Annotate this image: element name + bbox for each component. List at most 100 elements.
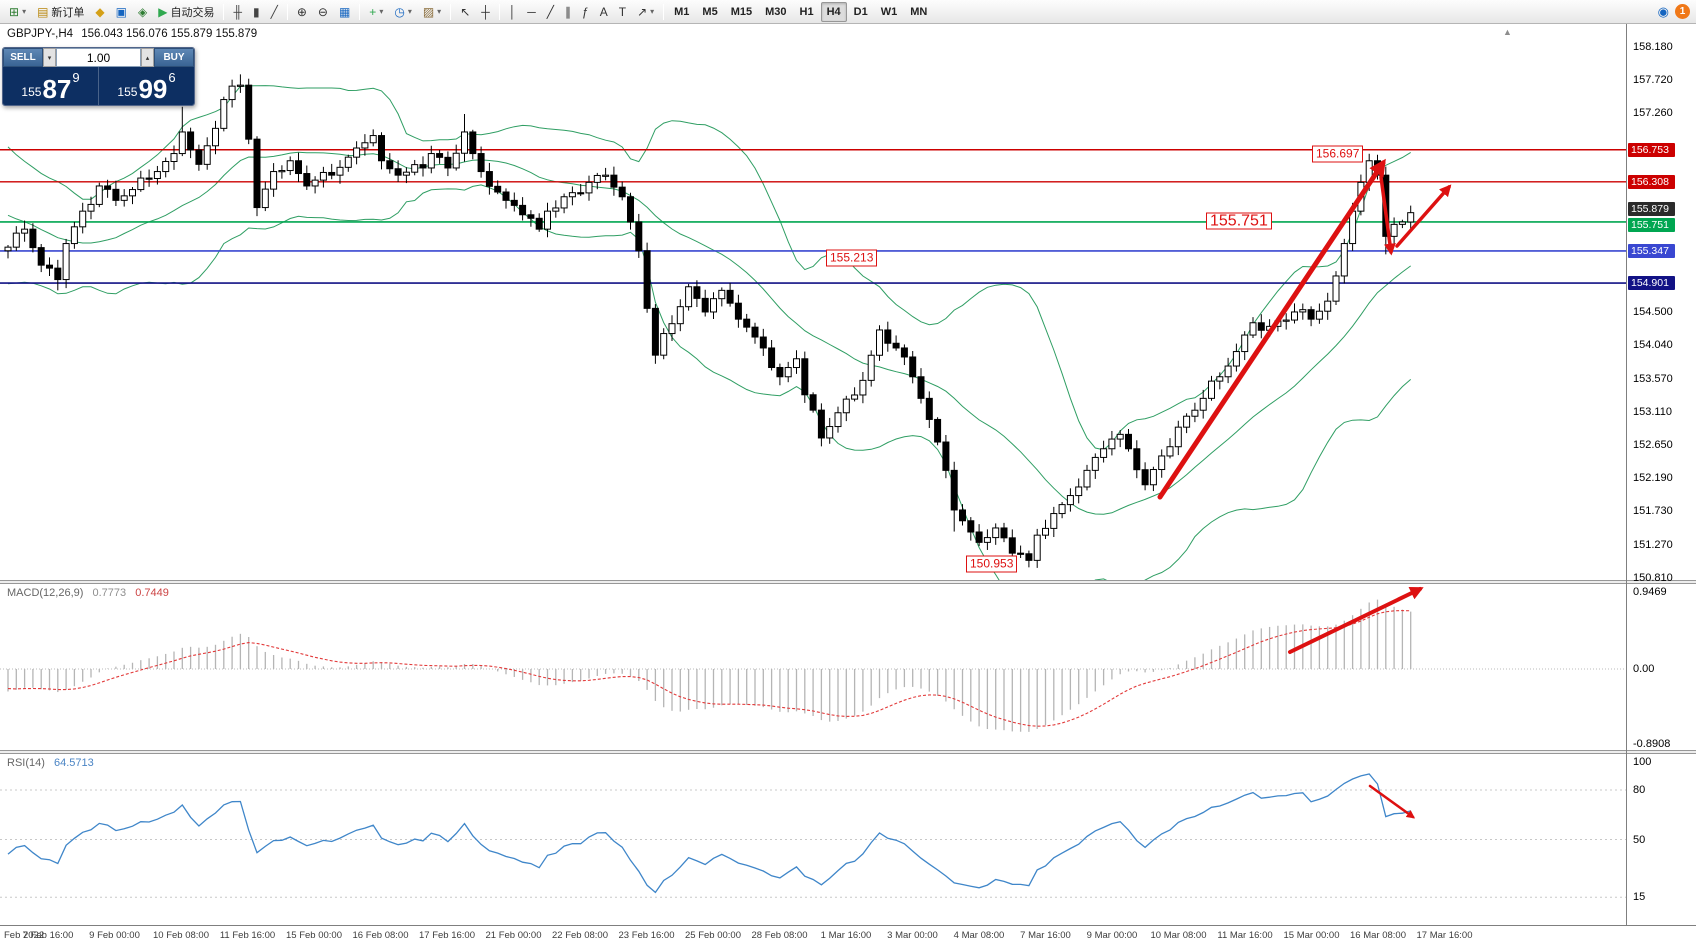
new-chart-button[interactable]: ⊞ ▾	[4, 2, 31, 22]
zoom-out-icon: ⊖	[317, 4, 328, 19]
time-label: 15 Mar 00:00	[1283, 930, 1340, 941]
vertical-line-button[interactable]: │	[504, 2, 522, 22]
time-label: 25 Feb 00:00	[685, 930, 741, 941]
notification-badge[interactable]: 1	[1675, 4, 1690, 19]
timeframe-m15-button[interactable]: M15	[725, 2, 758, 22]
candlestick-chart-icon: ▮	[252, 4, 260, 19]
channel-button[interactable]: ∥	[560, 2, 576, 22]
price-tick: 152.190	[1633, 472, 1673, 485]
timeframe-d1-button[interactable]: D1	[848, 2, 874, 22]
macd-signal-value: 0.7449	[135, 587, 169, 599]
price-tick: 154.500	[1633, 305, 1673, 318]
terminal-button[interactable]: ▣	[111, 2, 132, 22]
price-badge: 155.879	[1628, 201, 1675, 216]
new-order-button[interactable]: ▤ 新订单	[32, 2, 89, 22]
buy-price[interactable]: 155 99 6	[98, 67, 194, 105]
price-axis[interactable]: 158.180 157.720 157.260 154.500 154.040 153.5…	[1627, 0, 1696, 947]
sell-price[interactable]: 155 87 9	[3, 67, 98, 105]
metaeditor-button[interactable]: ◆	[90, 2, 109, 22]
dropdown-arrow-icon: ▾	[22, 7, 27, 16]
timeframe-mn-button[interactable]: MN	[904, 2, 933, 22]
auto-trading-label: 自动交易	[170, 6, 215, 19]
price-label-annotation[interactable]: 155.751	[1206, 212, 1272, 230]
sell-button[interactable]: SELL	[3, 48, 43, 67]
time-label: 9 Feb 00:00	[89, 930, 140, 941]
trade-panel-controls: SELL ▾ ▴ BUY	[3, 48, 194, 67]
timeframe-m1-button[interactable]: M1	[668, 2, 695, 22]
time-axis[interactable]: Feb 2022 7 Feb 16:00 9 Feb 00:00 10 Feb 08:…	[0, 926, 1696, 947]
candlestick-chart-button[interactable]: ▮	[248, 2, 265, 22]
horizontal-line-button[interactable]: ─	[522, 2, 541, 22]
cursor-button[interactable]: ↖	[455, 2, 475, 22]
price-tick: 151.270	[1633, 538, 1673, 551]
rsi-panel-splitter[interactable]	[0, 750, 1696, 754]
crosshair-button[interactable]: ┼	[476, 2, 495, 22]
zoom-in-button[interactable]: ⊕	[292, 2, 312, 22]
volume-input[interactable]	[56, 48, 141, 67]
periods-icon: ◷	[394, 4, 405, 19]
text-button[interactable]: A	[595, 2, 613, 22]
rsi-axis-label: 15	[1633, 891, 1646, 904]
indicators-button[interactable]: + ▾	[364, 2, 388, 22]
price-tick: 150.810	[1633, 571, 1673, 584]
toolbar: ⊞ ▾ ▤ 新订单 ◆ ▣ ◈ ▶ 自动交易 ╫ ▮ ╱ ⊕ ⊖ ▦ + ▾ ◷ ▾ ▨ ▾ ↖ ┼ │ ─ ╱ ∥ ƒ A T ↗ ▾ M1 M…	[0, 0, 1696, 24]
vertical-line-icon: │	[508, 4, 517, 19]
toolbar-separator	[450, 3, 452, 20]
timeframe-mn-label: MN	[910, 5, 928, 18]
strategy-tester-button[interactable]: ◈	[133, 2, 152, 22]
strategy-tester-icon: ◈	[138, 4, 148, 19]
horizontal-line-icon: ─	[527, 4, 536, 19]
chevron-up-icon: ▴	[145, 54, 150, 62]
bar-chart-button[interactable]: ╫	[228, 2, 247, 22]
templates-button[interactable]: ▨ ▾	[418, 2, 446, 22]
macd-axis-label: -0.8908	[1633, 737, 1671, 750]
shapes-button[interactable]: ↗ ▾	[632, 2, 659, 22]
sell-price-prefix: 155	[21, 85, 42, 99]
macd-signal-line	[7, 610, 1411, 727]
periods-button[interactable]: ◷ ▾	[389, 2, 417, 22]
timeframe-m5-button[interactable]: M5	[696, 2, 723, 22]
fibonacci-button[interactable]: ƒ	[577, 2, 594, 22]
volume-increase-button[interactable]: ▴	[141, 48, 154, 67]
zoom-out-button[interactable]: ⊖	[313, 2, 333, 22]
timeframe-w1-button[interactable]: W1	[875, 2, 904, 22]
timeframe-m1-label: M1	[674, 5, 690, 18]
toolbar-groups: ⊞ ▾ ▤ 新订单 ◆ ▣ ◈ ▶ 自动交易 ╫ ▮ ╱ ⊕ ⊖ ▦ + ▾ ◷ ▾ ▨ ▾ ↖ ┼ │ ─ ╱ ∥ ƒ A T ↗ ▾ M1 M…	[4, 1, 933, 22]
community-icon[interactable]: ◉	[1657, 4, 1669, 19]
buy-price-prefix: 155	[117, 85, 138, 99]
price-badge: 156.753	[1628, 142, 1675, 157]
dropdown-arrow-icon: ▾	[407, 7, 412, 16]
bollinger-middle-band	[7, 151, 1411, 515]
time-label: 17 Mar 16:00	[1416, 930, 1473, 941]
rsi-value: 64.5713	[53, 757, 94, 769]
toolbar-separator	[223, 3, 225, 20]
tile-windows-button[interactable]: ▦	[334, 2, 355, 22]
time-label: 16 Mar 08:00	[1350, 930, 1406, 941]
dropdown-arrow-icon: ▾	[379, 7, 384, 16]
price-label-annotation[interactable]: 156.697	[1312, 145, 1364, 163]
macd-panel-splitter[interactable]	[0, 580, 1696, 584]
timeframe-h4-button[interactable]: H4	[820, 1, 847, 22]
price-label-annotation[interactable]: 150.953	[966, 555, 1018, 573]
buy-price-sup: 6	[168, 70, 176, 85]
time-label: 17 Feb 16:00	[419, 930, 475, 941]
time-label: 9 Mar 00:00	[1086, 930, 1138, 941]
auto-trading-button[interactable]: ▶ 自动交易	[153, 2, 219, 22]
line-chart-button[interactable]: ╱	[266, 2, 283, 22]
volume-decrease-button[interactable]: ▾	[43, 48, 56, 67]
rsi-line	[7, 773, 1411, 894]
macd-panel	[0, 599, 1626, 732]
toolbar-right: ◉ 1	[1658, 4, 1690, 19]
price-label-annotation[interactable]: 155.213	[826, 249, 878, 267]
new-chart-icon: ⊞	[9, 4, 20, 19]
timeframe-h1-button[interactable]: H1	[794, 2, 820, 22]
timeframe-m30-button[interactable]: M30	[759, 2, 792, 22]
rsi-axis-label: 80	[1633, 784, 1646, 796]
label-button[interactable]: T	[614, 2, 631, 22]
price-badge: 156.308	[1628, 174, 1675, 189]
trendline-button[interactable]: ╱	[542, 2, 559, 22]
buy-button[interactable]: BUY	[154, 48, 194, 67]
rsi-panel	[0, 773, 1626, 898]
